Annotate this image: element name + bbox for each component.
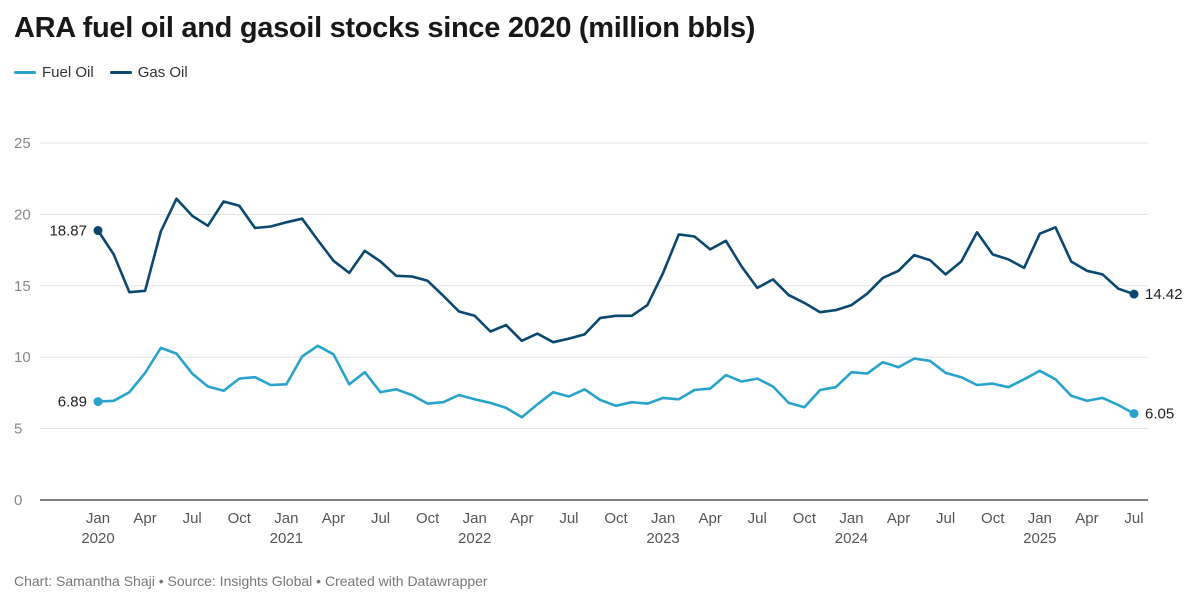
legend-swatch-gas-oil xyxy=(109,71,132,74)
legend-label-fuel-oil: Fuel Oil xyxy=(42,64,94,81)
x-tick-label: Jul xyxy=(371,510,390,527)
x-tick-label: Apr xyxy=(322,510,345,527)
legend: Fuel Oil Gas Oil xyxy=(14,64,188,81)
y-tick-label: 25 xyxy=(14,135,31,152)
x-tick-label: Apr xyxy=(887,510,910,527)
y-tick-label: 0 xyxy=(14,492,22,509)
y-tick-label: 10 xyxy=(14,349,31,366)
x-tick-label: Jul xyxy=(1124,510,1143,527)
footer-credit: Chart: Samantha Shaji • Source: Insights… xyxy=(14,573,488,589)
series-layer xyxy=(93,197,1139,419)
series-line-gas-oil xyxy=(96,197,1136,344)
x-tick-label: Jan xyxy=(86,510,110,527)
series-line-fuel-oil xyxy=(96,344,1136,419)
x-tick-label: Apr xyxy=(699,510,722,527)
x-tick-label: Jul xyxy=(936,510,955,527)
legend-item-gas-oil: Gas Oil xyxy=(109,64,188,81)
legend-label-gas-oil: Gas Oil xyxy=(137,64,188,81)
x-tick-label: Apr xyxy=(1075,510,1098,527)
y-tick-label: 5 xyxy=(14,421,22,438)
x-tick-label: Oct xyxy=(416,510,440,527)
y-tick-label: 20 xyxy=(14,206,31,223)
end-value-label-fuel-oil: 6.05 xyxy=(1145,406,1174,423)
start-value-label-gas-oil: 18.87 xyxy=(49,223,87,240)
x-tick-label: Oct xyxy=(793,510,817,527)
start-value-label-fuel-oil: 6.89 xyxy=(58,394,87,411)
label-layer: 6.89 6.05 18.87 14.42 xyxy=(49,223,1182,423)
x-tick-year-label: 2023 xyxy=(646,530,679,547)
x-tick-year-label: 2024 xyxy=(835,530,868,547)
end-point-fuel-oil xyxy=(1129,409,1139,419)
x-tick-year-label: 2020 xyxy=(81,530,114,547)
x-tick-label: Apr xyxy=(133,510,156,527)
x-tick-year-label: 2021 xyxy=(270,530,303,547)
x-tick-label: Oct xyxy=(604,510,628,527)
end-point-gas-oil xyxy=(1129,289,1139,299)
x-tick-label: Jan xyxy=(463,510,487,527)
x-tick-year-label: 2025 xyxy=(1023,530,1056,547)
grid-layer xyxy=(40,142,1148,430)
x-tick-label: Oct xyxy=(981,510,1005,527)
start-point-fuel-oil xyxy=(93,397,103,407)
x-tick-label: Jul xyxy=(748,510,767,527)
x-tick-year-label: 2022 xyxy=(458,530,491,547)
x-tick-label: Jan xyxy=(274,510,298,527)
y-tick-label: 15 xyxy=(14,278,31,295)
x-tick-label: Apr xyxy=(510,510,533,527)
x-tick-label: Oct xyxy=(228,510,252,527)
start-point-gas-oil xyxy=(93,226,103,236)
x-tick-label: Jul xyxy=(183,510,202,527)
x-tick-label: Jan xyxy=(651,510,675,527)
x-tick-label: Jan xyxy=(839,510,863,527)
chart-title: ARA fuel oil and gasoil stocks since 202… xyxy=(14,12,756,44)
end-value-label-gas-oil: 14.42 xyxy=(1145,286,1183,303)
legend-swatch-fuel-oil xyxy=(14,71,36,74)
legend-item-fuel-oil: Fuel Oil xyxy=(14,64,94,81)
x-tick-label: Jul xyxy=(559,510,578,527)
x-tick-label: Jan xyxy=(1028,510,1052,527)
